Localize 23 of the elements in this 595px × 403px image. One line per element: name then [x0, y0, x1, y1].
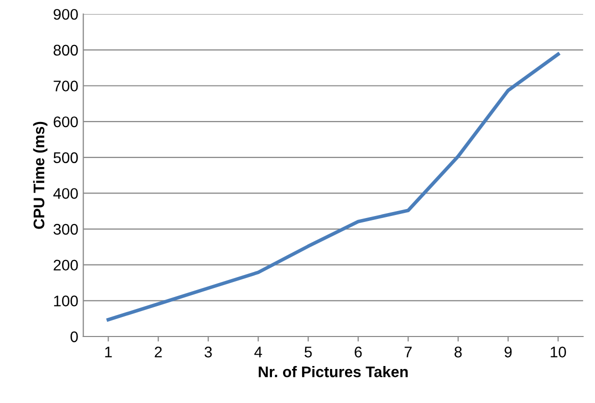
x-tick-label: 4	[254, 346, 262, 358]
x-tick-label: 2	[154, 346, 162, 358]
y-tick-label: 100	[54, 296, 78, 306]
x-tick-label: 1	[105, 346, 112, 358]
y-tick-label: 700	[54, 80, 78, 92]
x-tick-label: 3	[204, 346, 212, 358]
y-tick-label: 600	[54, 116, 78, 128]
y-tick-label: 500	[54, 152, 78, 164]
x-tick-label: 7	[404, 346, 412, 358]
x-tick-label: 5	[304, 346, 312, 358]
y-tick-label: 400	[53, 188, 78, 199]
y-tick-label: 900	[54, 8, 78, 20]
x-tick-label: 9	[504, 346, 512, 358]
x-axis-title: Nr. of Pictures Taken	[258, 366, 408, 378]
y-tick-label: 200	[54, 260, 78, 271]
y-tick-label: 0	[70, 331, 78, 342]
line-series	[106, 52, 560, 322]
y-axis-title: CPU Time (ms)	[33, 122, 48, 229]
x-tick-label: 6	[354, 346, 362, 358]
y-tick-label: 300	[54, 224, 78, 235]
y-tick-label: 800	[54, 44, 78, 56]
x-tick-label: 8	[454, 346, 462, 358]
x-tick-label: 10	[550, 346, 566, 358]
